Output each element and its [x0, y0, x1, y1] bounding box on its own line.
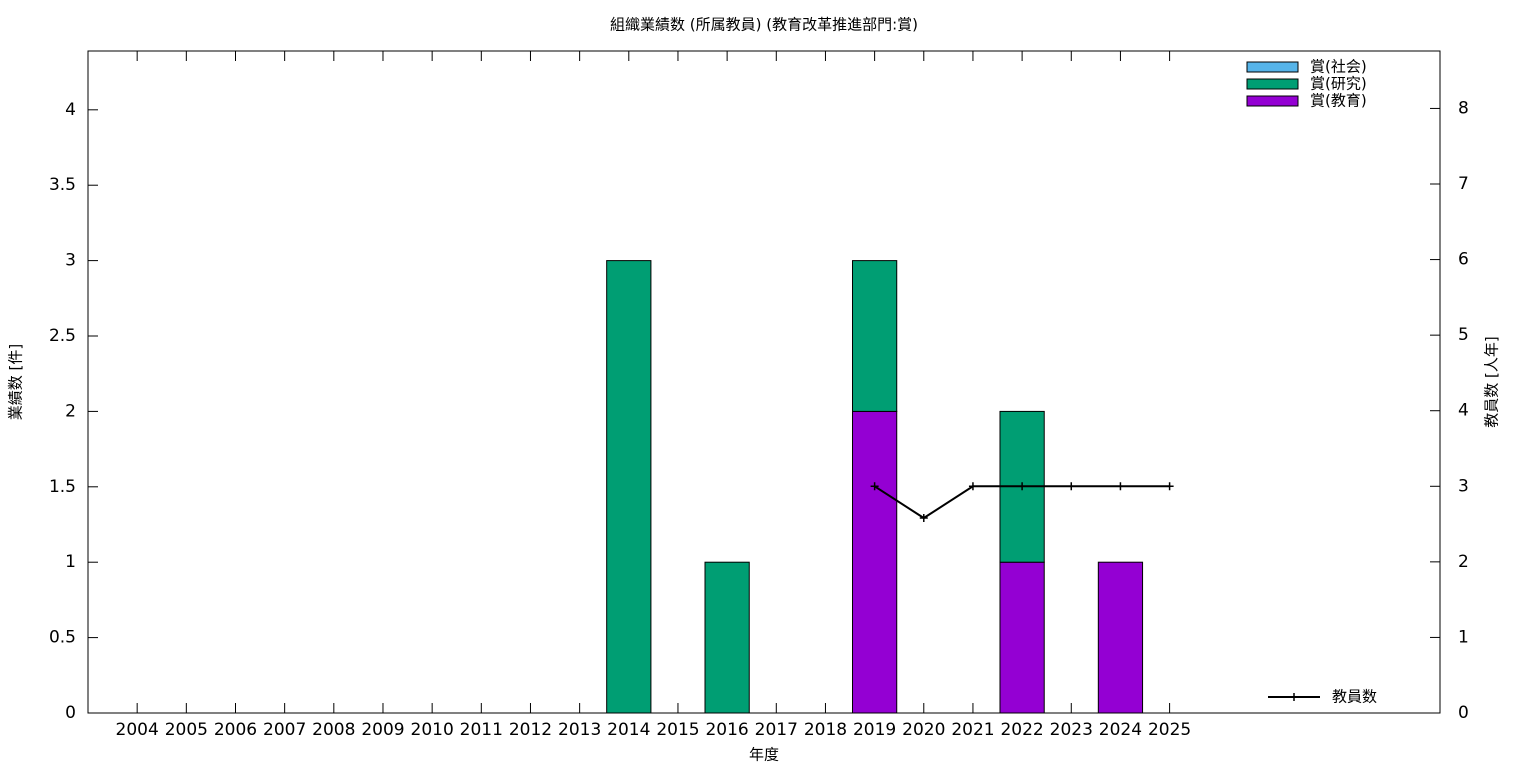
y-tick-label: 2.5	[49, 326, 76, 346]
legend-swatch	[1246, 61, 1299, 73]
bar	[704, 561, 750, 714]
bar	[851, 260, 898, 412]
x-tick-label: 2016	[705, 720, 748, 740]
point	[1067, 482, 1076, 491]
point	[870, 482, 879, 491]
x-tick-label: 2023	[1050, 720, 1093, 740]
y2-tick-label: 1	[1458, 627, 1469, 647]
y2-tick-label: 5	[1458, 325, 1469, 345]
y2-tick-label: 7	[1458, 174, 1469, 194]
x-tick-label: 2007	[263, 720, 306, 740]
x-tick-label: 2024	[1099, 720, 1142, 740]
y-tick-label: 2	[65, 401, 76, 421]
y2-tick-label: 4	[1458, 401, 1469, 421]
x-tick-label: 2004	[116, 720, 159, 740]
y-tick-label: 0	[65, 703, 76, 723]
x-tick-label: 2009	[361, 720, 404, 740]
x-tick-label: 2025	[1148, 720, 1191, 740]
x-tick-label: 2021	[951, 720, 994, 740]
chart-title: 組織業績数 (所属教員) (教育改革推進部門:賞)	[610, 16, 918, 34]
y2-tick-label: 0	[1458, 703, 1469, 723]
y-axis-label: 業績数 [件]	[7, 344, 25, 420]
y-tick-label: 3	[65, 251, 76, 271]
x-tick-label: 2010	[411, 720, 454, 740]
x-tick-label: 2011	[460, 720, 503, 740]
x-tick-label: 2013	[558, 720, 601, 740]
y-tick-label: 4	[65, 100, 76, 120]
y-tick-label: 1.5	[49, 477, 76, 497]
x-tick-label: 2012	[509, 720, 552, 740]
x-tick-label: 2015	[656, 720, 699, 740]
x-tick-label: 2017	[755, 720, 798, 740]
legend-label: 教員数	[1332, 688, 1377, 706]
plot-frame	[87, 50, 1441, 714]
x-axis-label: 年度	[749, 746, 779, 764]
bar	[606, 260, 652, 714]
x-tick-label: 2006	[214, 720, 257, 740]
point	[1165, 482, 1174, 491]
legend-label: 賞(社会)	[1310, 58, 1367, 76]
x-tick-label: 2019	[853, 720, 896, 740]
x-tick-label: 2022	[1000, 720, 1043, 740]
point	[1018, 482, 1027, 491]
legend-swatch	[1246, 95, 1299, 107]
x-tick-label: 2018	[804, 720, 847, 740]
y2-tick-label: 3	[1458, 476, 1469, 496]
bar	[851, 410, 898, 714]
x-tick-label: 2014	[607, 720, 650, 740]
y2-axis-label: 教員数 [人年]	[1483, 336, 1501, 427]
y2-tick-label: 6	[1458, 250, 1469, 270]
x-tick-label: 2008	[312, 720, 355, 740]
x-tick-label: 2005	[165, 720, 208, 740]
x-tick-label: 2020	[902, 720, 945, 740]
point	[919, 514, 928, 523]
y2-tick-label: 2	[1458, 552, 1469, 572]
legend-label: 賞(教育)	[1310, 92, 1367, 110]
y-tick-label: 0.5	[49, 628, 76, 648]
legend-label: 賞(研究)	[1310, 75, 1367, 93]
bar	[1097, 561, 1144, 714]
y-tick-label: 3.5	[49, 175, 76, 195]
legend-swatch	[1246, 78, 1299, 90]
y2-tick-label: 8	[1458, 98, 1469, 118]
point	[968, 482, 977, 491]
y-tick-label: 1	[65, 552, 76, 572]
bar	[999, 561, 1045, 714]
point	[1116, 482, 1125, 491]
